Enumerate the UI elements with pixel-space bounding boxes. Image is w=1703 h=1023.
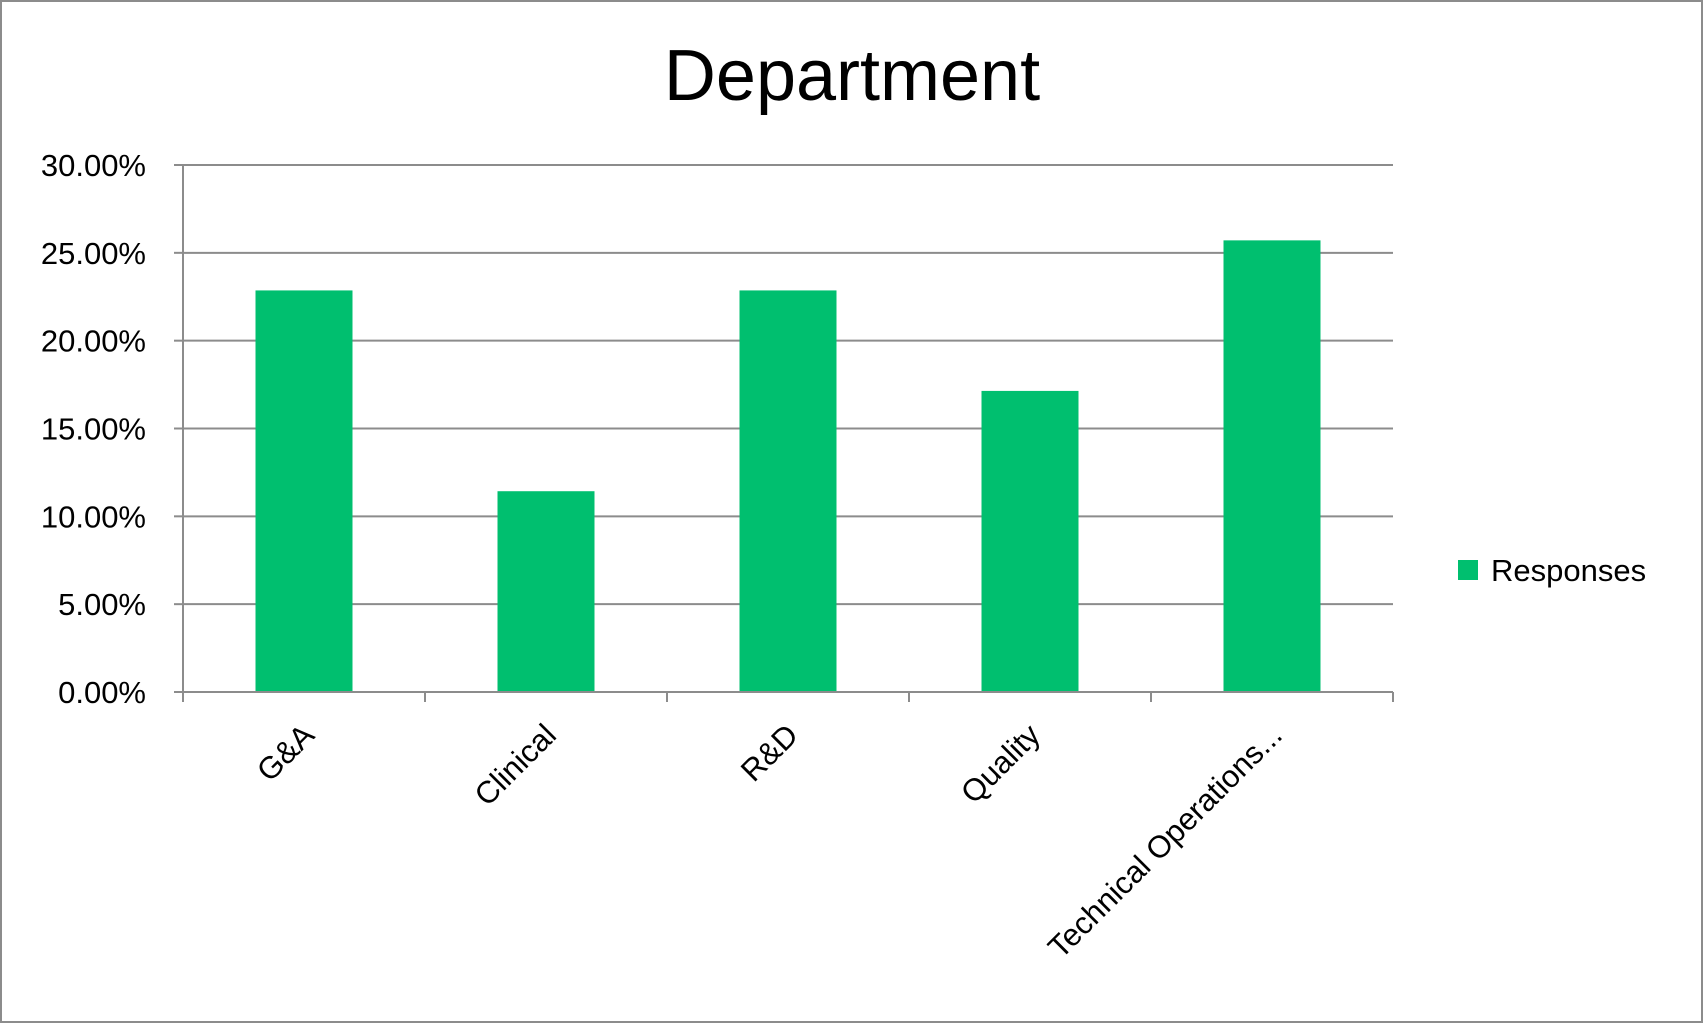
- chart-title: Department: [664, 36, 1040, 116]
- bar-3: [981, 390, 1079, 692]
- y-tick-label: 10.00%: [41, 499, 146, 534]
- bar-2: [739, 290, 837, 692]
- bar-4: [1223, 240, 1321, 692]
- y-tick-label: 20.00%: [41, 324, 146, 359]
- y-axis-ticks: 0.00% 5.00% 10.00% 15.00% 20.00% 25.00% 30.00%: [41, 148, 183, 710]
- bars: [255, 240, 1321, 692]
- bar-1: [497, 491, 595, 692]
- bar-0: [255, 290, 353, 692]
- x-axis: [182, 165, 1394, 702]
- y-tick-label: 30.00%: [41, 148, 146, 183]
- legend-label-responses: Responses: [1491, 553, 1646, 588]
- y-tick-label: 0.00%: [58, 675, 146, 710]
- y-tick-label: 25.00%: [41, 236, 146, 271]
- legend-swatch-responses: [1458, 560, 1478, 580]
- y-tick-label: 5.00%: [58, 587, 146, 622]
- y-tick-label: 15.00%: [41, 412, 146, 447]
- legend: Responses: [1458, 553, 1646, 588]
